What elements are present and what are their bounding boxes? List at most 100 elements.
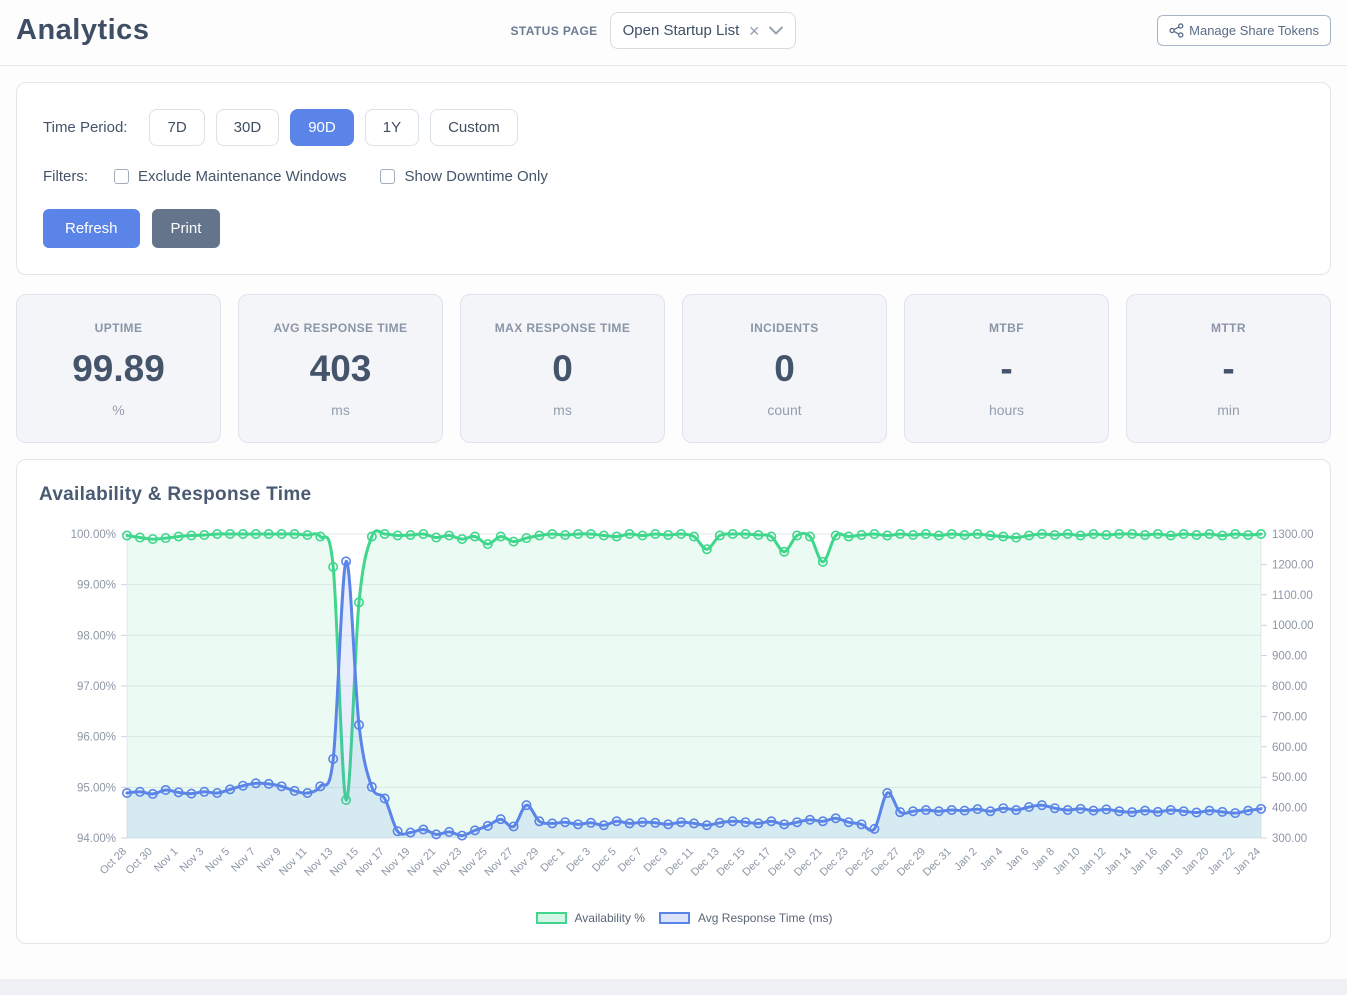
stat-value: - <box>1000 348 1013 389</box>
svg-text:1300.00: 1300.00 <box>1272 529 1314 541</box>
svg-text:Jan 10: Jan 10 <box>1051 846 1083 878</box>
svg-text:Dec 3: Dec 3 <box>564 846 593 875</box>
svg-text:600.00: 600.00 <box>1272 742 1307 754</box>
chart-legend: Availability % Avg Response Time (ms) <box>39 911 1329 931</box>
legend-label: Avg Response Time (ms) <box>697 911 833 925</box>
status-page-picker: STATUS PAGE Open Startup List ✕ <box>149 12 1157 49</box>
stat-card-mttr: MTTR - min <box>1126 294 1331 443</box>
svg-text:1200.00: 1200.00 <box>1272 559 1314 571</box>
status-page-select[interactable]: Open Startup List ✕ <box>609 12 797 49</box>
filters-label: Filters: <box>43 168 88 185</box>
availability-response-chart: 100.00% 99.00% 98.00% 97.00% 96.00% 95.00% 94.… <box>71 529 1314 879</box>
manage-share-tokens-button[interactable]: Manage Share Tokens <box>1157 15 1331 46</box>
svg-text:1100.00: 1100.00 <box>1272 590 1313 602</box>
filter-panel: Time Period: 7D 30D 90D 1Y Custom Filter… <box>16 82 1331 275</box>
legend-item-response-time[interactable]: Avg Response Time (ms) <box>658 911 833 925</box>
period-button-1y[interactable]: 1Y <box>364 109 420 146</box>
status-page-label: STATUS PAGE <box>510 23 598 38</box>
stat-value: 99.89 <box>72 348 165 389</box>
stat-label: MAX RESPONSE TIME <box>494 321 631 335</box>
chart-title: Availability & Response Time <box>39 484 312 505</box>
svg-text:Oct 30: Oct 30 <box>123 846 154 877</box>
svg-text:94.00%: 94.00% <box>77 833 116 845</box>
stat-unit: ms <box>331 402 350 418</box>
response-time-swatch-icon <box>658 912 690 924</box>
svg-text:Jan 16: Jan 16 <box>1128 846 1160 878</box>
svg-text:Jan 20: Jan 20 <box>1180 846 1212 878</box>
stat-card-uptime: UPTIME 99.89 % <box>16 294 221 443</box>
svg-text:Dec 5: Dec 5 <box>590 846 619 875</box>
svg-text:Nov 5: Nov 5 <box>203 846 232 875</box>
svg-text:Jan 6: Jan 6 <box>1004 846 1032 874</box>
svg-text:1000.00: 1000.00 <box>1272 620 1314 632</box>
exclude-maintenance-label: Exclude Maintenance Windows <box>138 168 347 185</box>
svg-text:Jan 4: Jan 4 <box>978 846 1006 874</box>
svg-text:300.00: 300.00 <box>1272 833 1307 845</box>
legend-item-availability[interactable]: Availability % <box>535 911 645 925</box>
header: Analytics STATUS PAGE Open Startup List … <box>0 0 1347 66</box>
status-page-selected-value: Open Startup List <box>622 22 740 39</box>
refresh-button[interactable]: Refresh <box>43 209 140 248</box>
svg-text:Nov 29: Nov 29 <box>508 846 541 879</box>
stat-card-incidents: INCIDENTS 0 count <box>682 294 887 443</box>
stat-unit: count <box>767 402 802 418</box>
stat-label: INCIDENTS <box>750 321 819 335</box>
clear-selection-icon[interactable]: ✕ <box>748 22 761 39</box>
stats-row: UPTIME 99.89 % AVG RESPONSE TIME 403 ms … <box>16 294 1331 443</box>
exclude-maintenance-checkbox[interactable]: Exclude Maintenance Windows <box>114 168 346 185</box>
svg-text:99.00%: 99.00% <box>77 580 116 592</box>
stat-label: MTBF <box>989 321 1024 335</box>
svg-text:100.00%: 100.00% <box>71 529 116 541</box>
svg-text:Jan 22: Jan 22 <box>1206 846 1238 878</box>
svg-text:Nov 7: Nov 7 <box>229 846 258 875</box>
svg-text:400.00: 400.00 <box>1272 803 1307 815</box>
stat-value: 403 <box>309 348 372 389</box>
checkbox-icon[interactable] <box>380 169 396 184</box>
print-button[interactable]: Print <box>151 209 221 248</box>
svg-text:900.00: 900.00 <box>1272 651 1307 663</box>
stat-unit: ms <box>553 402 572 418</box>
availability-swatch-icon <box>535 912 567 924</box>
stat-label: UPTIME <box>94 321 143 335</box>
stat-value: 0 <box>774 348 795 389</box>
show-downtime-checkbox[interactable]: Show Downtime Only <box>380 168 548 185</box>
stat-unit: % <box>112 402 125 418</box>
page-bottom-strip <box>0 979 1347 995</box>
svg-text:Nov 3: Nov 3 <box>178 846 207 875</box>
stat-card-max-response: MAX RESPONSE TIME 0 ms <box>460 294 665 443</box>
svg-text:700.00: 700.00 <box>1272 711 1307 723</box>
stat-label: AVG RESPONSE TIME <box>273 321 408 335</box>
svg-text:800.00: 800.00 <box>1272 681 1307 693</box>
manage-share-tokens-label: Manage Share Tokens <box>1189 23 1319 38</box>
svg-text:Jan 18: Jan 18 <box>1154 846 1186 878</box>
period-button-custom[interactable]: Custom <box>430 109 518 146</box>
svg-text:Dec 1: Dec 1 <box>538 846 567 875</box>
svg-text:Jan 2: Jan 2 <box>952 846 980 874</box>
show-downtime-label: Show Downtime Only <box>404 168 548 185</box>
svg-text:500.00: 500.00 <box>1272 772 1307 784</box>
svg-text:95.00%: 95.00% <box>77 782 116 794</box>
stat-card-mtbf: MTBF - hours <box>904 294 1109 443</box>
checkbox-icon[interactable] <box>114 169 129 184</box>
svg-text:Jan 24: Jan 24 <box>1231 846 1263 878</box>
stat-unit: hours <box>988 402 1025 418</box>
svg-text:Nov 1: Nov 1 <box>152 846 181 875</box>
chart-panel: Availability & Response Time 100.00% 99.0… <box>16 459 1331 944</box>
stat-value: - <box>1222 348 1235 389</box>
period-button-90d[interactable]: 90D <box>290 109 354 146</box>
period-button-30d[interactable]: 30D <box>215 109 280 146</box>
svg-text:Jan 14: Jan 14 <box>1102 846 1134 878</box>
svg-text:97.00%: 97.00% <box>77 681 116 693</box>
svg-text:Dec 7: Dec 7 <box>616 846 645 875</box>
period-button-7d[interactable]: 7D <box>149 109 205 146</box>
stat-card-avg-response: AVG RESPONSE TIME 403 ms <box>238 294 443 443</box>
stat-label: MTTR <box>1211 321 1246 335</box>
share-icon <box>1169 23 1184 38</box>
stat-value: 0 <box>552 348 573 389</box>
svg-text:98.00%: 98.00% <box>77 630 116 642</box>
time-period-label: Time Period: <box>43 119 128 136</box>
chevron-down-icon[interactable] <box>769 26 784 35</box>
stat-unit: min <box>1217 402 1240 418</box>
legend-label: Availability % <box>574 911 645 925</box>
